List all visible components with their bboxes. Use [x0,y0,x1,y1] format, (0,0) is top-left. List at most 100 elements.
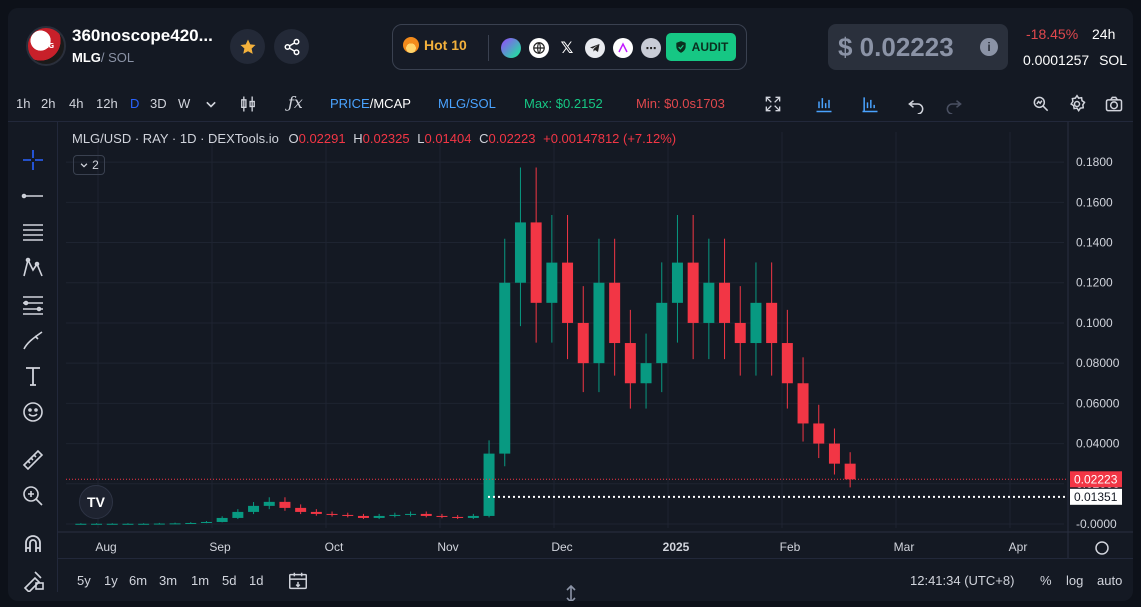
hot-rank-badge[interactable]: Hot 10 [403,37,467,53]
candle-body [405,513,417,515]
support-price-tag [1070,488,1122,505]
candle-body [640,363,652,384]
interval-12h[interactable]: 12h [96,96,118,111]
candle-body [483,453,495,516]
x-icon[interactable]: 𝕏 [560,40,574,57]
drawing-toolbar [8,122,58,592]
resize-handle-icon[interactable] [564,585,578,601]
brush-icon[interactable] [21,328,45,352]
auto-toggle[interactable]: auto [1097,573,1123,588]
candle-body [169,523,181,525]
x-tick-label: Apr [1009,540,1028,554]
collapse-count: 2 [92,158,99,172]
candle-body [263,501,275,506]
candlestick-chart[interactable]: 0.1800 0.1600 0.1400 0.1200 0.1000 0.08000 0.0… [58,122,1133,558]
interval-d[interactable]: D [130,96,140,111]
legend-close: 0.02223 [488,131,536,146]
percent-toggle[interactable]: % [1040,573,1052,588]
audit-button[interactable]: AUDIT [666,33,736,61]
interval-3d[interactable]: 3D [150,96,167,111]
candle-body [530,222,542,303]
shield-check-icon [675,41,686,53]
text-icon[interactable] [21,364,45,388]
undo-icon[interactable] [906,94,926,114]
candle-body [326,513,338,515]
clock-time[interactable]: 12:41:34 (UTC+8) [910,573,1015,588]
y-tick-label: 0.1600 [1076,195,1113,209]
legend-collapse-button[interactable]: 2 [73,155,105,175]
camera-icon[interactable] [1104,94,1124,114]
tradingview-logo[interactable]: TV [79,485,113,519]
candles-icon[interactable] [238,94,258,114]
range-1m[interactable]: 1m [191,573,210,588]
share-icon [284,38,299,55]
legend-open: 0.02291 [298,131,346,146]
crosshair-icon[interactable] [21,148,45,172]
range-1y[interactable]: 1y [104,573,118,588]
date-range-icon[interactable] [287,570,309,592]
interval-w[interactable]: W [178,96,191,111]
candle-body [122,523,134,525]
settings-icon[interactable] [1067,94,1087,114]
pattern-icon[interactable] [21,256,45,280]
pair-toggle[interactable]: MLG/SOL [438,96,496,111]
favorite-button[interactable] [230,29,265,64]
social-links-bar: Hot 10 𝕏 ⋯ AUDIT [392,24,747,70]
magnify-chart-icon[interactable] [1031,94,1051,114]
candle-body [91,523,103,525]
indicators-icon[interactable]: ƒx [288,93,303,112]
candle-body [420,513,432,516]
ruler-icon[interactable] [21,448,45,472]
axis-settings-icon[interactable] [1095,541,1109,555]
interval-2h[interactable]: 2h [41,96,56,111]
info-icon[interactable]: i [980,38,998,56]
token-avatar: MLG [26,26,66,66]
sol-price-unit: SOL [1099,52,1128,68]
bar-chart-icon[interactable] [860,94,880,114]
range-5y[interactable]: 5y [77,573,91,588]
x-tick-label: Dec [551,540,572,554]
range-6m[interactable]: 6m [129,573,148,588]
linktree-icon[interactable] [613,38,633,58]
share-button[interactable] [274,29,309,64]
candle-body [734,322,746,344]
x-tick-label: 2025 [663,540,690,554]
y-tick-label: 0.1400 [1076,236,1113,250]
x-tick-label: Aug [95,540,116,554]
price-label: PRICE [330,96,370,111]
telegram-icon[interactable] [585,38,605,58]
candle-body [781,343,793,384]
candle-body [593,282,605,364]
log-toggle[interactable]: log [1066,573,1084,588]
magnet-icon[interactable] [21,532,45,556]
chart-style-icon[interactable] [814,94,834,114]
trend-line-icon[interactable] [21,184,45,208]
zoom-in-icon[interactable] [21,484,45,508]
candle-body [797,383,809,424]
solana-icon[interactable] [501,38,521,58]
range-5d[interactable]: 5d [222,573,237,588]
y-tick-label: 0.08000 [1076,356,1120,370]
lock-drawings-icon[interactable] [21,568,45,592]
candle-body [750,302,762,344]
candle-body [844,463,856,480]
chevron-down-icon[interactable] [201,94,221,114]
candle-body [577,322,589,364]
emoji-icon[interactable] [21,400,45,424]
legend-change: +0.00147812 (+7.12%) [543,131,677,146]
price-mcap-toggle[interactable]: PRICE/MCAP [330,96,411,111]
interval-1h[interactable]: 1h [16,96,31,111]
price-chart[interactable]: 0.1800 0.1600 0.1400 0.1200 0.1000 0.08000 0.0… [58,122,1133,558]
range-3m[interactable]: 3m [159,573,178,588]
redo-icon[interactable] [944,94,964,114]
horizontal-lines-icon[interactable] [21,220,45,244]
chevron-down-icon [80,163,88,168]
interval-4h[interactable]: 4h [69,96,84,111]
token-quote: / SOL [100,50,135,65]
fullscreen-icon[interactable] [763,94,783,114]
globe-icon[interactable] [529,38,549,58]
avatar-label: MLG [37,42,55,50]
more-icon[interactable]: ⋯ [641,38,661,58]
range-1d[interactable]: 1d [249,573,264,588]
fib-icon[interactable] [21,292,45,316]
